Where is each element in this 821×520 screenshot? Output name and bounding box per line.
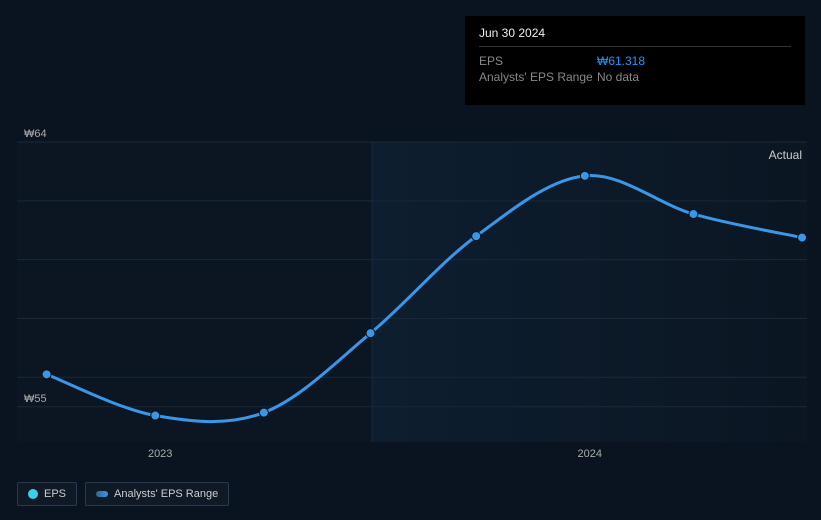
legend-item-eps[interactable]: EPS <box>17 482 77 506</box>
x-tick-label: 2023 <box>148 448 172 460</box>
eps-chart[interactable]: Actual ₩64 ₩55 2023 2024 <box>17 120 807 480</box>
tooltip-date: Jun 30 2024 <box>479 26 791 47</box>
tooltip-row: EPS ₩61.318 <box>479 53 791 69</box>
chart-canvas <box>17 120 807 480</box>
chart-tooltip: Jun 30 2024 EPS ₩61.318 Analysts' EPS Ra… <box>465 16 805 105</box>
y-tick-label: ₩64 <box>24 128 47 140</box>
y-tick-label: ₩55 <box>24 393 47 405</box>
x-tick-label: 2024 <box>578 448 602 460</box>
legend-swatch-eps <box>28 489 38 499</box>
legend-swatch-range <box>96 491 108 497</box>
tooltip-value-range: No data <box>597 70 639 84</box>
tooltip-value-eps: ₩61.318 <box>597 54 645 68</box>
legend-label: EPS <box>44 488 66 500</box>
tooltip-row: Analysts' EPS Range No data <box>479 69 791 85</box>
tooltip-label-range: Analysts' EPS Range <box>479 70 597 84</box>
actual-region-label: Actual <box>769 148 802 162</box>
legend-item-range[interactable]: Analysts' EPS Range <box>85 482 229 506</box>
legend-label: Analysts' EPS Range <box>114 488 218 500</box>
tooltip-label-eps: EPS <box>479 54 597 68</box>
chart-legend: EPS Analysts' EPS Range <box>17 482 229 506</box>
